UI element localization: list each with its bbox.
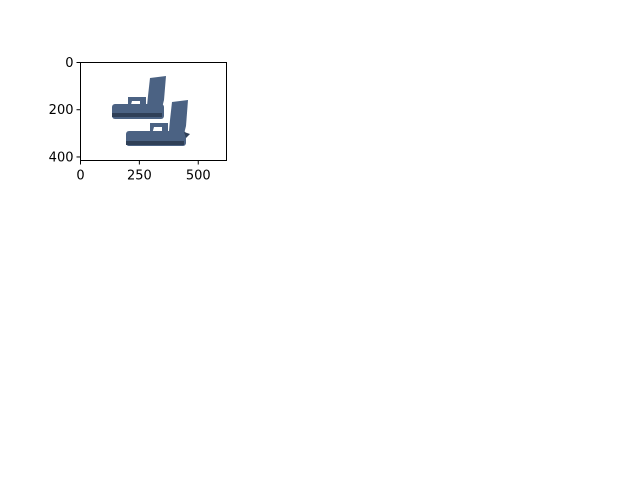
- x-tick-label: 250: [127, 169, 152, 184]
- image-pistol-pair: [112, 76, 190, 146]
- pistol-lower-grip: [168, 100, 188, 142]
- y-tick-label: 400: [49, 150, 74, 165]
- pistol-upper-grip: [146, 76, 166, 116]
- pistol-upper-rail: [112, 113, 162, 117]
- pistol-lower: [126, 100, 190, 146]
- x-axis: 0 250 500: [76, 160, 211, 184]
- y-axis: 0 200 400: [49, 56, 81, 165]
- plot-area: 0 250 500 0 200 400: [49, 56, 227, 184]
- y-tick-label: 200: [49, 103, 74, 118]
- x-tick-label: 0: [76, 169, 84, 184]
- pistol-upper: [112, 76, 166, 119]
- x-tick-label: 500: [186, 169, 211, 184]
- pistol-lower-hammer: [184, 132, 190, 138]
- pistol-upper-trigger-guard: [128, 97, 146, 108]
- pistol-lower-trigger-guard: [150, 123, 168, 134]
- pistol-lower-rail: [126, 141, 184, 145]
- axes-frame: [80, 62, 227, 161]
- y-tick-label: 0: [65, 56, 73, 71]
